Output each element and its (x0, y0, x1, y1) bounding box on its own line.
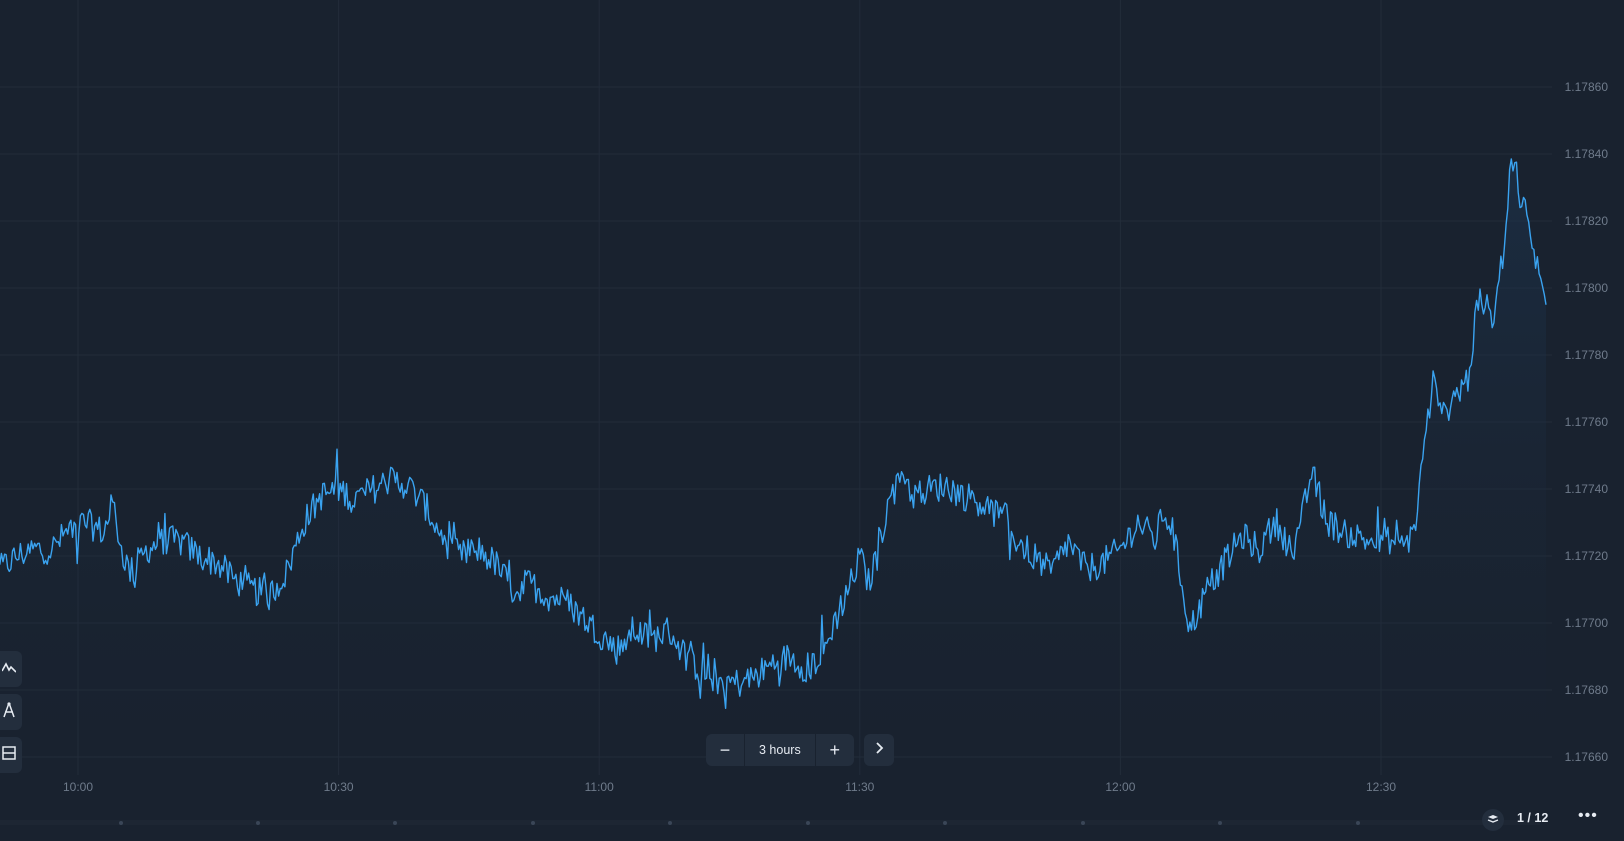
page-counter: 1 / 12 (1517, 811, 1549, 825)
chart-area-fill (0, 159, 1546, 800)
zoom-group: − 3 hours + (706, 734, 854, 766)
timeline-track[interactable] (0, 820, 1540, 825)
timeline-marker (1356, 821, 1360, 825)
timeline-marker (668, 821, 672, 825)
zoom-controls: − 3 hours + (706, 734, 894, 766)
y-axis: 1.17860 1.17840 1.17820 1.17800 1.17780 1.177… (1565, 80, 1609, 764)
x-tick-label: 11:30 (845, 780, 874, 794)
bottom-bar: 1 / 12 ••• (0, 807, 1624, 841)
chart-line (0, 158, 1547, 709)
layout-button[interactable] (0, 737, 22, 773)
y-tick-label: 1.17800 (1565, 281, 1609, 295)
x-tick-label: 11:00 (585, 780, 614, 794)
layers-button[interactable] (1482, 809, 1504, 831)
layout-icon (2, 745, 16, 765)
drawing-tool-icon (2, 701, 16, 723)
x-tick-label: 10:00 (63, 780, 93, 794)
timeline-marker (1218, 821, 1222, 825)
y-tick-label: 1.17780 (1565, 348, 1609, 362)
y-tick-label: 1.17740 (1565, 482, 1609, 496)
timeline-marker (806, 821, 810, 825)
indicator-icon (1, 660, 17, 679)
zoom-out-button[interactable]: − (719, 739, 731, 760)
timeline-marker (393, 821, 397, 825)
area-fill (0, 159, 1546, 800)
x-tick-label: 12:30 (1366, 780, 1396, 794)
drawing-tool-button[interactable] (0, 694, 22, 730)
chevron-right-icon (874, 741, 884, 759)
indicator-button[interactable] (0, 651, 22, 687)
timeline-marker (1081, 821, 1085, 825)
zoom-in-button[interactable]: + (829, 739, 840, 760)
y-tick-label: 1.17860 (1565, 80, 1609, 94)
y-tick-label: 1.17680 (1565, 683, 1609, 697)
layers-icon (1487, 811, 1499, 829)
more-options-button[interactable]: ••• (1578, 807, 1598, 824)
x-axis: 10:00 10:30 11:00 11:30 12:00 12:30 (63, 780, 1396, 794)
y-tick-label: 1.17820 (1565, 214, 1609, 228)
x-tick-label: 12:00 (1105, 780, 1135, 794)
y-tick-label: 1.17720 (1565, 549, 1609, 563)
x-tick-label: 10:30 (324, 780, 354, 794)
timeline-marker (943, 821, 947, 825)
y-tick-label: 1.17660 (1565, 750, 1609, 764)
timeline-marker (256, 821, 260, 825)
timeline-marker (119, 821, 123, 825)
timeline-marker (531, 821, 535, 825)
y-tick-label: 1.17760 (1565, 415, 1609, 429)
scroll-forward-button[interactable] (863, 734, 894, 766)
timeframe-label[interactable]: 3 hours (744, 734, 816, 766)
y-tick-label: 1.17840 (1565, 147, 1609, 161)
y-tick-label: 1.17700 (1565, 616, 1609, 630)
price-line (0, 158, 1547, 709)
